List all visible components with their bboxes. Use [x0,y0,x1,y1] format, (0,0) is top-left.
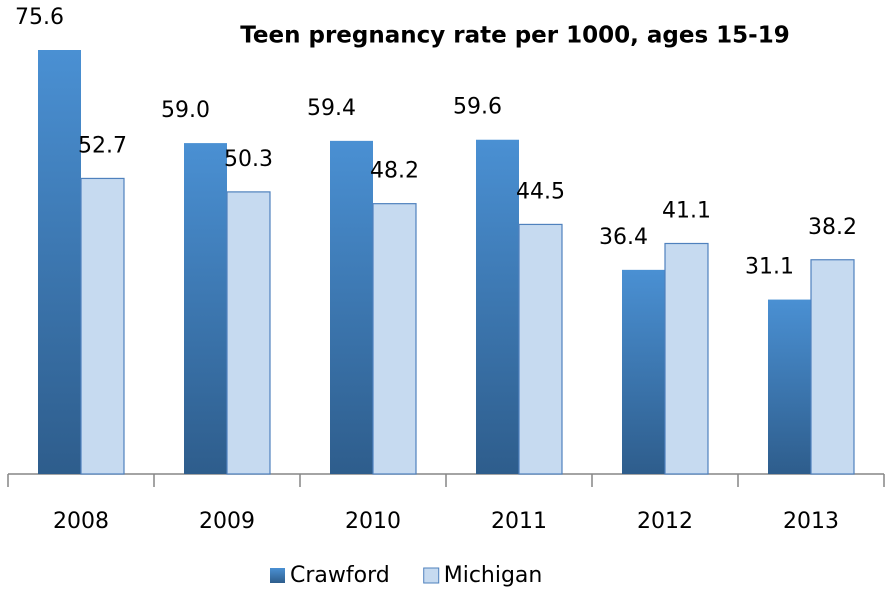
data-label: 48.2 [370,159,419,184]
x-tick-label: 2009 [199,509,255,534]
bar [330,140,373,474]
bar [372,203,417,475]
x-tick-label: 2011 [491,509,547,534]
data-label: 38.2 [808,215,857,240]
data-label: 59.4 [307,96,356,121]
bar [476,139,519,474]
bar [664,242,709,475]
bar [184,143,227,474]
bar [622,269,665,474]
data-label: 52.7 [78,133,127,158]
legend-swatch [423,567,440,584]
data-label: 50.3 [224,147,273,172]
bar [80,177,125,475]
data-label: 59.6 [453,95,502,120]
bar [768,299,811,474]
x-tick-label: 2012 [637,509,693,534]
data-label: 75.6 [15,5,64,30]
bar [518,223,563,475]
data-label: 41.1 [662,198,711,223]
legend-swatch [270,568,285,583]
legend-label: Crawford [290,563,390,588]
chart-title: Teen pregnancy rate per 1000, ages 15-19 [240,23,789,49]
legend-label: Michigan [444,563,543,588]
bar [810,259,855,475]
x-tick-label: 2013 [783,509,839,534]
x-tick-label: 2008 [53,509,109,534]
x-tick-label: 2010 [345,509,401,534]
bar [226,191,271,475]
data-label: 36.4 [599,225,648,250]
bar [38,50,81,474]
data-label: 59.0 [161,98,210,123]
data-label: 31.1 [745,255,794,280]
data-label: 44.5 [516,179,565,204]
